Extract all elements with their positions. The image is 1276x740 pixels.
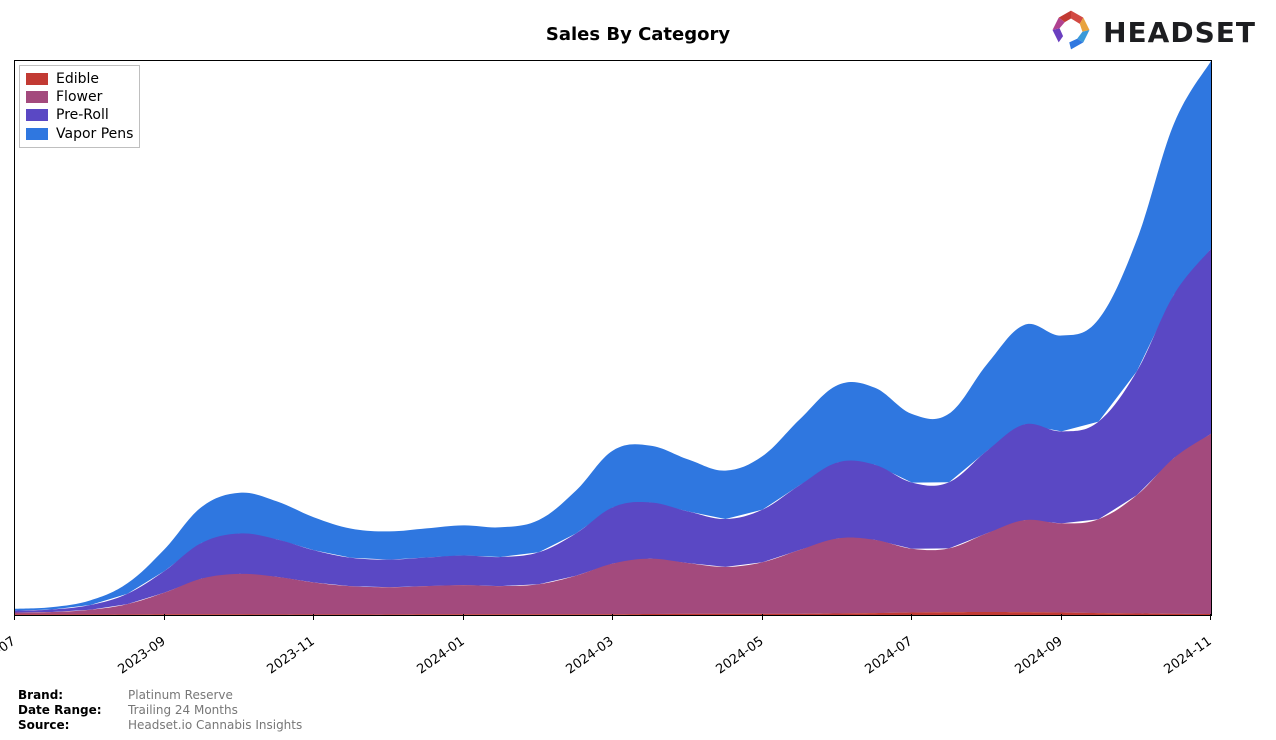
x-tick-mark <box>612 614 613 620</box>
legend-label: Pre-Roll <box>56 106 109 124</box>
legend-item: Edible <box>26 70 133 88</box>
chart-plot-area: EdibleFlowerPre-RollVapor Pens <box>14 60 1212 616</box>
brand-logo: HEADSET <box>1049 8 1256 56</box>
legend-item: Flower <box>26 88 133 106</box>
metadata-value: Trailing 24 Months <box>128 703 238 718</box>
x-tick-label: 2024-07 <box>862 634 915 677</box>
x-tick-mark <box>313 614 314 620</box>
metadata-row: Brand: Platinum Reserve <box>18 688 302 703</box>
x-tick-label: 2023-11 <box>264 634 317 677</box>
legend-label: Vapor Pens <box>56 125 133 143</box>
x-tick-label: 2023-07 <box>0 634 19 677</box>
x-tick-mark <box>1061 614 1062 620</box>
legend-label: Flower <box>56 88 102 106</box>
legend-swatch <box>26 73 48 85</box>
legend-swatch <box>26 128 48 140</box>
x-tick-label: 2023-09 <box>115 634 168 677</box>
legend-label: Edible <box>56 70 99 88</box>
x-tick-mark <box>1210 614 1211 620</box>
x-tick-mark <box>911 614 912 620</box>
x-tick-mark <box>14 614 15 620</box>
area-chart-svg <box>15 61 1211 615</box>
metadata-label: Source: <box>18 718 108 733</box>
metadata-value: Headset.io Cannabis Insights <box>128 718 302 733</box>
x-tick-label: 2024-03 <box>563 634 616 677</box>
legend-item: Pre-Roll <box>26 106 133 124</box>
x-tick-mark <box>463 614 464 620</box>
headset-logo-icon <box>1049 8 1093 56</box>
metadata-row: Date Range: Trailing 24 Months <box>18 703 302 718</box>
legend-swatch <box>26 109 48 121</box>
x-tick-mark <box>762 614 763 620</box>
x-tick-label: 2024-11 <box>1161 634 1214 677</box>
x-tick-label: 2024-01 <box>414 634 467 677</box>
metadata-label: Date Range: <box>18 703 108 718</box>
legend-item: Vapor Pens <box>26 125 133 143</box>
metadata-label: Brand: <box>18 688 108 703</box>
x-tick-label: 2024-05 <box>713 634 766 677</box>
x-tick-label: 2024-09 <box>1012 634 1065 677</box>
chart-legend: EdibleFlowerPre-RollVapor Pens <box>19 65 140 148</box>
brand-logo-text: HEADSET <box>1103 16 1256 49</box>
x-tick-mark <box>164 614 165 620</box>
metadata-row: Source: Headset.io Cannabis Insights <box>18 718 302 733</box>
chart-metadata: Brand: Platinum Reserve Date Range: Trailin… <box>18 688 302 733</box>
metadata-value: Platinum Reserve <box>128 688 233 703</box>
legend-swatch <box>26 91 48 103</box>
